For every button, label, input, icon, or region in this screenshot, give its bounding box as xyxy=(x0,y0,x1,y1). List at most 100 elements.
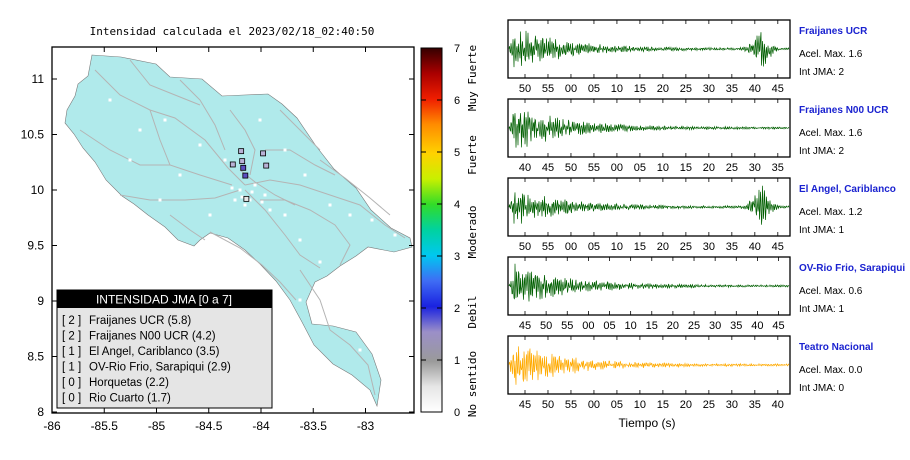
waveform-trace xyxy=(508,346,790,385)
waveform-panel: 50 55 00 05 10 15 20 25 30 35 40 45 Fraijanes UCR Ace… xyxy=(507,19,868,95)
map-x-tick-label: -85.5 xyxy=(91,419,119,433)
time-tick-label: 35 xyxy=(726,241,738,253)
time-tick-label: 05 xyxy=(634,162,646,174)
station-marker xyxy=(239,158,246,165)
colorbar-category-label: Debil xyxy=(466,295,479,328)
time-tick-label: 10 xyxy=(611,241,623,253)
jma-intensity: Int JMA: 2 xyxy=(799,67,844,78)
time-tick-label: 25 xyxy=(680,83,692,95)
waveform-trace xyxy=(508,185,790,225)
time-tick-label: 00 xyxy=(588,399,600,411)
map-x-axis: -86 -85.5 -85 -84.5 -84 -83.5 -83 xyxy=(43,47,374,433)
time-tick-label: 25 xyxy=(703,399,715,411)
time-tick-label: 20 xyxy=(657,241,669,253)
map-y-tick-label: 8.5 xyxy=(27,350,44,364)
legend-title: INTENSIDAD JMA [0 a 7] xyxy=(96,293,232,307)
time-tick-label: 55 xyxy=(561,320,573,332)
station-name: El Angel, Cariblanco xyxy=(799,184,896,195)
colorbar-tick-label: 6 xyxy=(454,95,460,107)
station-name: OV-Rio Frio, Sarapiqui xyxy=(799,263,905,274)
jma-intensity: Int JMA: 2 xyxy=(799,146,844,157)
waveform-trace xyxy=(508,30,790,68)
waveform-panel: 50 55 00 05 10 15 20 25 30 35 40 45 El Angel, Caribl… xyxy=(507,177,896,253)
colorbar-tick-label: 2 xyxy=(454,303,460,315)
legend-item-station: Fraijanes UCR (5.8) xyxy=(89,315,191,327)
map-x-tick-label: -85 xyxy=(148,419,166,433)
legend-item-jma: [ 2 ] xyxy=(62,331,81,343)
road-network xyxy=(79,59,406,396)
time-tick-label: 30 xyxy=(709,320,721,332)
map-y-tick-label: 8 xyxy=(37,405,44,419)
time-tick-label: 40 xyxy=(519,162,531,174)
time-tick-label: 55 xyxy=(588,162,600,174)
map-y-tick-label: 10 xyxy=(31,183,45,197)
time-tick-label: 20 xyxy=(667,320,679,332)
time-tick-label: 20 xyxy=(680,399,692,411)
max-acceleration: Acel. Max. 0.6 xyxy=(799,286,863,297)
time-tick-label: 20 xyxy=(657,83,669,95)
time-tick-label: 45 xyxy=(542,162,554,174)
waveform-panels: 50 55 00 05 10 15 20 25 30 35 40 45 Fraijanes UCR Ace… xyxy=(507,19,905,411)
time-tick-label: 40 xyxy=(751,320,763,332)
time-tick-label: 10 xyxy=(611,83,623,95)
time-tick-label: 45 xyxy=(519,399,531,411)
colorbar-tick-label: 3 xyxy=(454,251,460,263)
time-tick-label: 15 xyxy=(657,399,669,411)
time-tick-label: 10 xyxy=(657,162,669,174)
station-marker xyxy=(243,195,250,202)
station-marker xyxy=(229,161,236,168)
map-y-tick-label: 10.5 xyxy=(21,128,45,142)
time-tick-label: 05 xyxy=(588,241,600,253)
time-axis-label: Tiempo (s) xyxy=(619,416,676,430)
time-tick-label: 50 xyxy=(565,162,577,174)
legend-item-jma: [ 0 ] xyxy=(62,377,81,389)
colorbar-tick-label: 1 xyxy=(454,355,460,367)
time-tick-label: 55 xyxy=(542,83,554,95)
time-tick-label: 45 xyxy=(772,320,784,332)
time-tick-label: 15 xyxy=(680,162,692,174)
waveform-trace xyxy=(508,111,790,148)
time-tick-label: 30 xyxy=(703,83,715,95)
colorbar-category-label: Fuerte xyxy=(466,135,479,175)
time-tick-label: 20 xyxy=(703,162,715,174)
station-marker xyxy=(260,150,266,157)
intensity-colorbar: 0 1 2 3 4 5 6 7 No sentido Debil Moderado Fuerte Mu… xyxy=(420,43,479,419)
time-tick-label: 30 xyxy=(749,162,761,174)
max-acceleration: Acel. Max. 1.6 xyxy=(799,49,863,60)
waveform-panel: 45 50 55 00 05 10 15 20 25 30 35 40 45 OV-Rio Frio, S… xyxy=(507,256,905,332)
map-y-tick-label: 9 xyxy=(37,294,44,308)
max-acceleration: Acel. Max. 1.6 xyxy=(799,128,863,139)
map-y-tick-label: 11 xyxy=(32,72,45,86)
time-tick-label: 15 xyxy=(634,241,646,253)
station-name: Fraijanes UCR xyxy=(799,26,868,37)
map-x-tick-label: -84.5 xyxy=(195,419,223,433)
station-marker xyxy=(263,162,270,169)
legend-item-jma: [ 1 ] xyxy=(62,362,81,374)
legend-item-station: El Angel, Cariblanco (3.5) xyxy=(89,346,220,358)
map-x-tick-label: -83.5 xyxy=(300,419,328,433)
time-tick-label: 45 xyxy=(772,83,784,95)
legend-item-station: Horquetas (2.2) xyxy=(89,377,169,389)
jma-intensity: Int JMA: 1 xyxy=(799,225,844,236)
time-tick-label: 25 xyxy=(688,320,700,332)
map-title: Intensidad calculada el 2023/02/18_02:40… xyxy=(90,25,375,38)
colorbar-tick-label: 5 xyxy=(454,147,460,159)
map-x-tick-label: -84 xyxy=(252,419,270,433)
legend-item-station: Fraijanes N00 UCR (4.2) xyxy=(89,331,216,343)
legend-item-station: OV-Rio Frio, Sarapiqui (2.9) xyxy=(89,362,231,374)
time-tick-label: 55 xyxy=(565,399,577,411)
legend-item-jma: [ 1 ] xyxy=(62,346,81,358)
station-name: Teatro Nacional xyxy=(799,342,873,353)
max-acceleration: Acel. Max. 0.0 xyxy=(799,365,863,376)
intensity-legend: INTENSIDAD JMA [0 a 7] [ 2 ] Fraijanes UC… xyxy=(56,289,273,409)
time-tick-label: 45 xyxy=(772,241,784,253)
time-tick-label: 05 xyxy=(611,399,623,411)
time-tick-label: 50 xyxy=(540,320,552,332)
time-tick-label: 35 xyxy=(726,83,738,95)
time-tick-label: 30 xyxy=(703,241,715,253)
time-tick-label: 05 xyxy=(603,320,615,332)
time-tick-label: 35 xyxy=(749,399,761,411)
max-acceleration: Acel. Max. 1.2 xyxy=(799,207,863,218)
time-tick-label: 45 xyxy=(519,320,531,332)
